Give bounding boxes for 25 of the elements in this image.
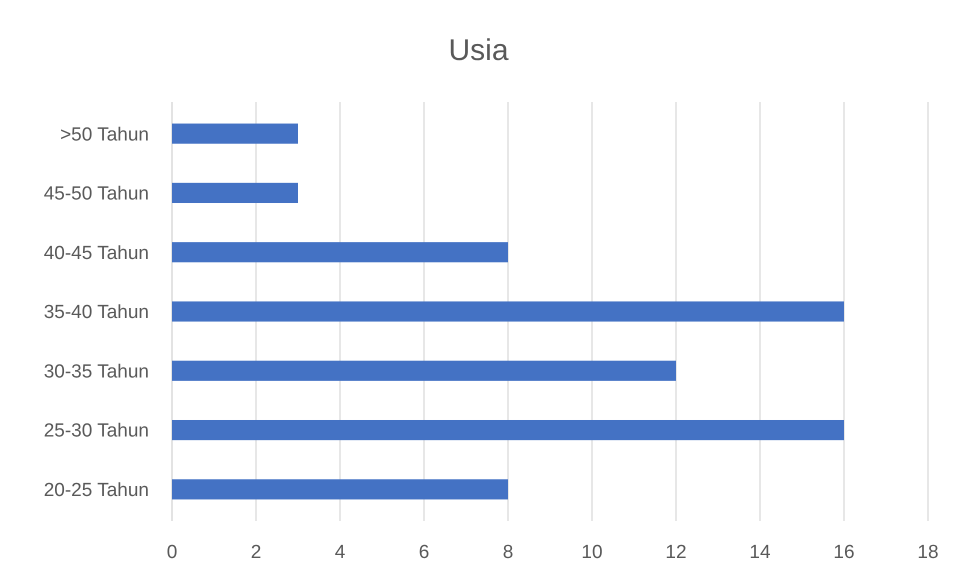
y-tick-label: 35-40 Tahun <box>44 302 149 324</box>
y-tick-label: 25-30 Tahun <box>44 420 149 442</box>
bar <box>172 124 298 144</box>
y-tick-label: 40-45 Tahun <box>44 242 149 264</box>
bar <box>172 360 676 381</box>
x-tick-label: 8 <box>502 542 514 563</box>
bar <box>172 182 298 204</box>
x-tick-label: 4 <box>334 542 346 563</box>
y-tick-label: >50 Tahun <box>60 124 149 146</box>
x-tick-label: 18 <box>917 542 939 563</box>
y-tick-label: 30-35 Tahun <box>44 361 149 382</box>
x-tick-label: 16 <box>833 542 855 563</box>
chart-title: Usia <box>448 34 509 67</box>
bar <box>172 479 508 500</box>
x-tick-label: 6 <box>418 542 430 563</box>
x-tick-label: 2 <box>250 542 262 563</box>
y-tick-label: 45-50 Tahun <box>44 184 149 205</box>
bar <box>172 301 844 322</box>
x-tick-label: 14 <box>749 542 771 563</box>
x-tick-label: 0 <box>166 542 178 563</box>
y-tick-label: 20-25 Tahun <box>44 480 149 502</box>
x-tick-label: 12 <box>665 542 687 563</box>
bar <box>172 242 508 262</box>
bar <box>172 420 844 440</box>
x-tick-label: 10 <box>581 542 603 563</box>
